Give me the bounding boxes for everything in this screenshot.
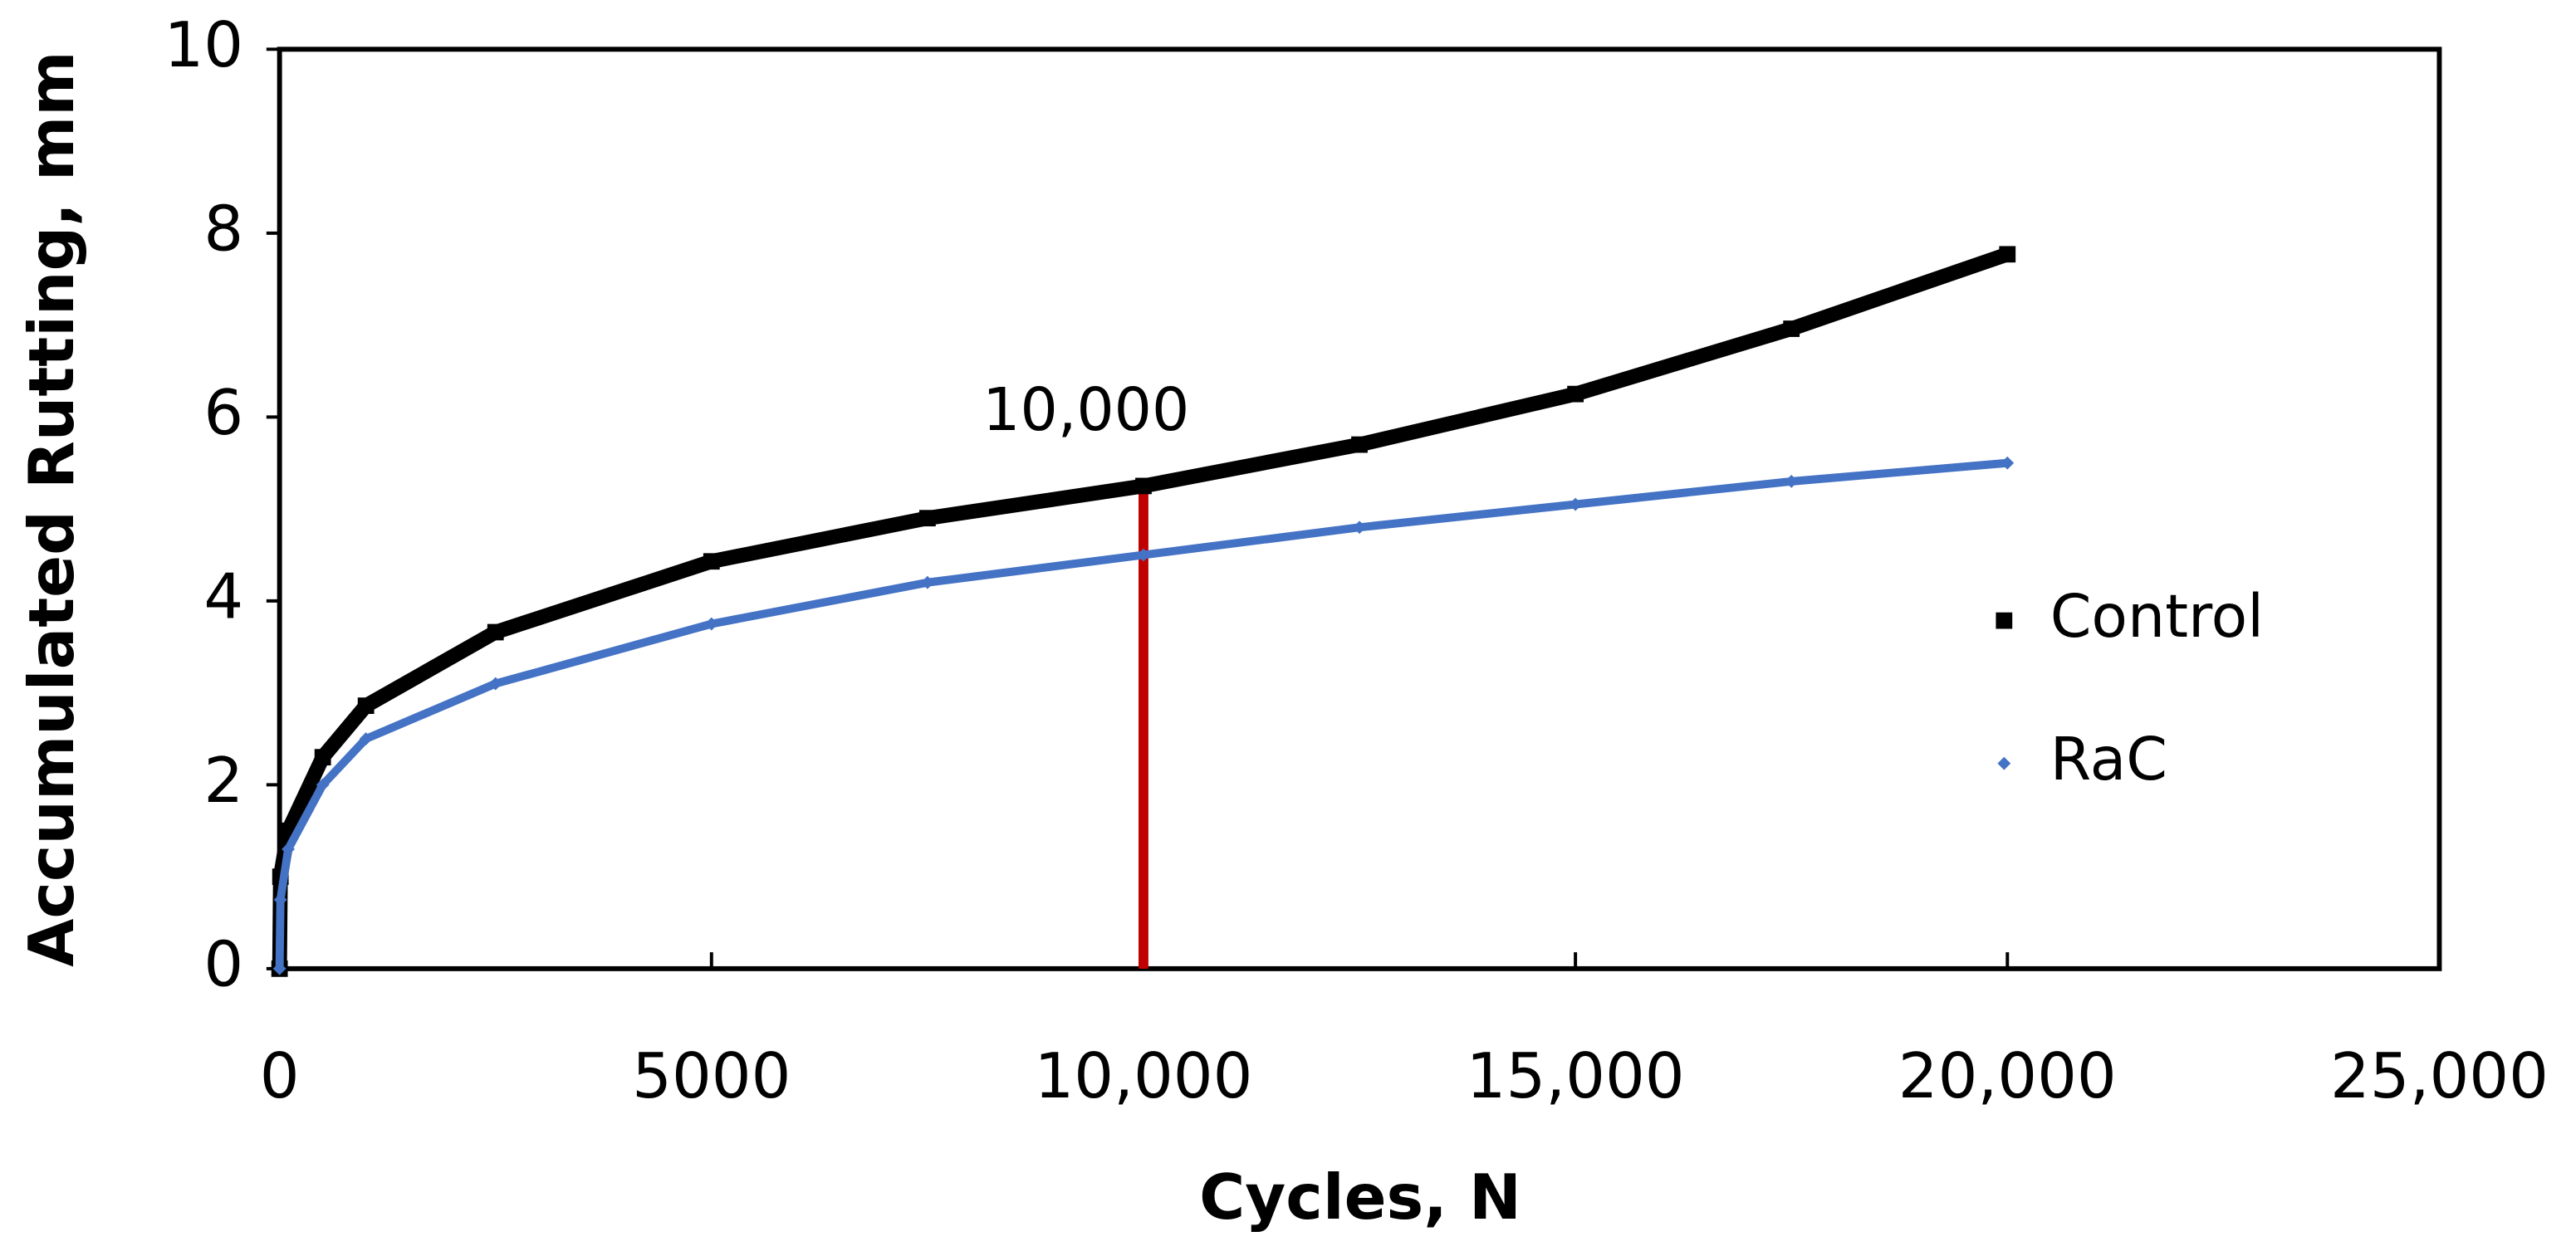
- data-point: [1569, 497, 1583, 511]
- y-tick-label: 4: [203, 560, 243, 633]
- legend-label: RaC: [2050, 725, 2167, 794]
- data-point: [314, 749, 331, 766]
- data-point: [1567, 385, 1584, 403]
- data-point: [1353, 520, 1366, 535]
- y-tick-label: 0: [203, 927, 243, 1000]
- legend-marker: [1997, 756, 2011, 770]
- y-axis-title: Accumulated Rutting, mm: [15, 51, 88, 966]
- data-point: [918, 510, 936, 527]
- data-point: [1135, 477, 1152, 495]
- data-point: [357, 697, 375, 715]
- y-tick-label: 6: [203, 376, 243, 449]
- x-tick-label: 20,000: [1898, 1039, 2117, 1112]
- data-point: [1137, 548, 1150, 562]
- x-tick-label: 15,000: [1467, 1039, 1685, 1112]
- x-tick-label: 25,000: [2330, 1039, 2549, 1112]
- plot-area: [277, 46, 2442, 971]
- x-axis-title: Cycles, N: [1199, 1161, 1521, 1234]
- x-tick-label: 10,000: [1034, 1039, 1252, 1112]
- data-point: [316, 778, 330, 792]
- data-point: [488, 677, 502, 691]
- x-tick-label: 0: [260, 1039, 300, 1112]
- data-point: [1999, 246, 2016, 263]
- legend-label: Control: [2050, 582, 2264, 651]
- legend-marker: [1996, 612, 2013, 629]
- data-point: [1785, 474, 1799, 488]
- data-point: [272, 961, 286, 975]
- data-point: [703, 553, 720, 570]
- data-point: [704, 617, 718, 631]
- data-point: [273, 892, 287, 907]
- y-tick-label: 8: [203, 192, 243, 265]
- data-point: [487, 623, 504, 641]
- data-point: [282, 842, 295, 856]
- x-tick-label: 5000: [632, 1039, 791, 1112]
- annotation-text: 10,000: [982, 375, 1189, 444]
- data-point: [359, 732, 373, 745]
- data-point: [1351, 436, 1368, 453]
- data-point: [920, 575, 934, 589]
- data-point: [2001, 456, 2015, 470]
- y-tick-label: 2: [203, 744, 243, 817]
- data-point: [1783, 320, 1800, 337]
- y-tick-label: 10: [164, 8, 244, 81]
